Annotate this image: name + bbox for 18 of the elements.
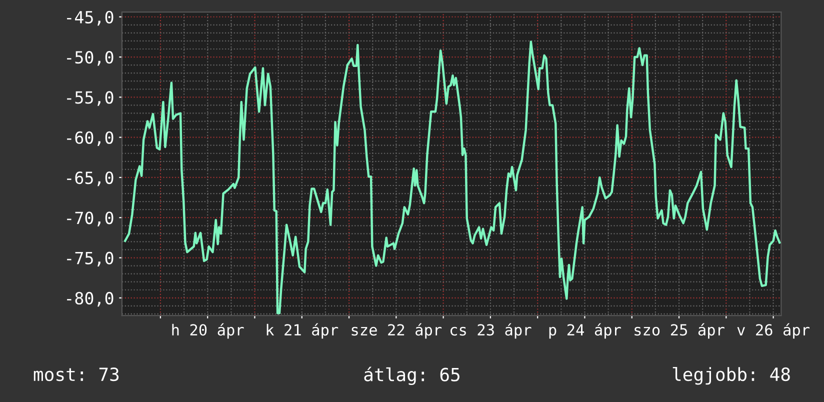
text: most: 73 [34,368,119,382]
x-tick-label: k 21 ápr [266,323,338,339]
y-tick-label: -60,0 [67,131,114,146]
y-tick-label: -65,0 [67,171,114,186]
x-tick-label: v 26 ápr [737,323,810,339]
y-tick-label: -70,0 [67,212,114,226]
y-tick-label: -80,0 [67,292,114,307]
x-tick-label: szo 25 ápr [634,323,724,339]
text: legjobb: 48 [672,367,790,385]
x-tick-label: cs 23 ápr [450,323,532,339]
y-tick-label: -55,0 [67,91,114,106]
text: átlag: 65 [364,366,460,386]
x-tick-label: h 20 ápr [172,323,244,339]
x-tick-label: p 24 ápr [549,323,621,339]
y-tick-label: -75,0 [67,252,114,266]
y-tick-label: -45,0 [67,10,114,26]
x-tick-label: sze 22 ápr [352,323,442,339]
y-tick-label: -50,0 [67,51,114,66]
